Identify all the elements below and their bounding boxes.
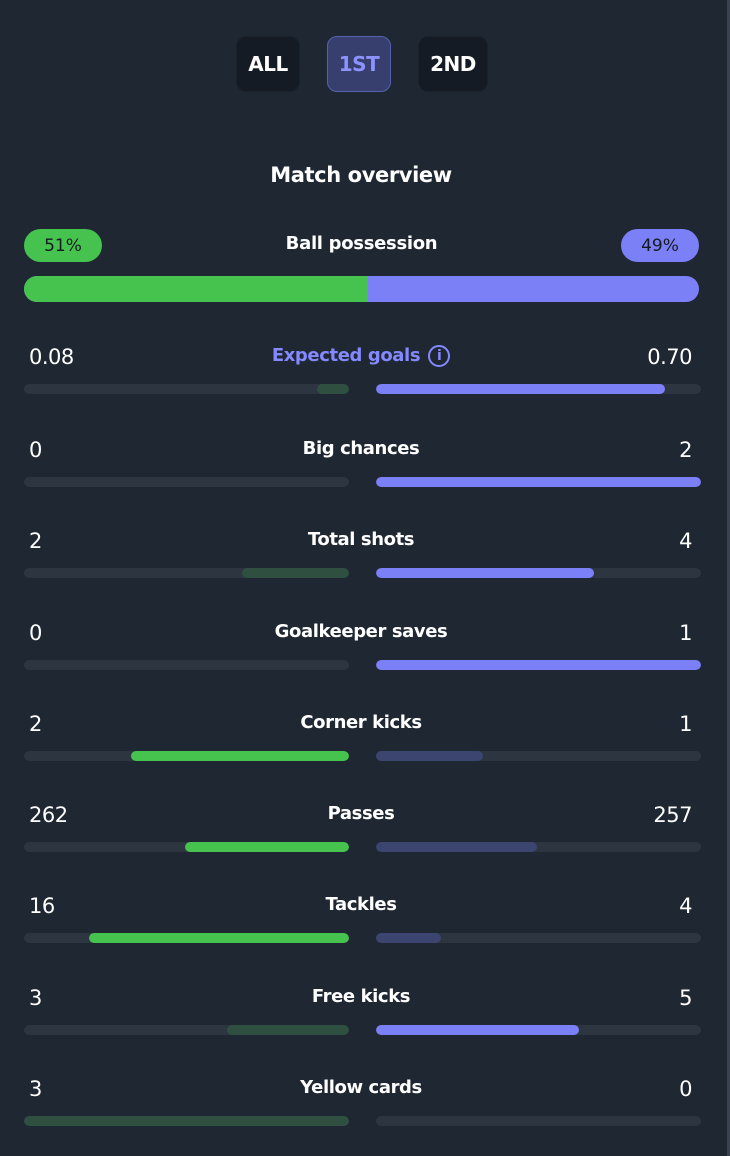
- stat-row: 262 Passes 257: [0, 803, 722, 863]
- away-value: 2: [679, 438, 692, 462]
- away-bar-track: [376, 568, 701, 578]
- stat-row: 2 Total shots 4: [0, 529, 722, 589]
- away-bar-track: [376, 751, 701, 761]
- stat-label-text: Goalkeeper saves: [274, 621, 448, 642]
- stat-row: 0 Big chances 2: [0, 438, 722, 498]
- home-bar-fill: [131, 751, 349, 761]
- stat-label-text: Corner kicks: [300, 712, 422, 733]
- stat-label[interactable]: Expected goals i: [0, 345, 722, 367]
- away-value: 1: [679, 621, 692, 645]
- home-bar-track: [24, 660, 349, 670]
- home-value: 262: [29, 803, 68, 827]
- home-bar-fill: [184, 842, 349, 852]
- away-bar-track: [376, 1025, 701, 1035]
- stat-label: Yellow cards: [0, 1077, 722, 1098]
- home-value: 2: [29, 529, 42, 553]
- home-bar-track: [24, 1116, 349, 1126]
- home-value: 2: [29, 712, 42, 736]
- stat-label: Goalkeeper saves: [0, 621, 722, 642]
- home-value: 16: [29, 894, 55, 918]
- away-bar-fill: [376, 477, 701, 487]
- home-bar-track: [24, 1025, 349, 1035]
- tab-all[interactable]: ALL: [236, 36, 300, 92]
- away-bar-track: [376, 1116, 701, 1126]
- info-icon[interactable]: i: [428, 345, 451, 367]
- panel-edge: [727, 0, 730, 1156]
- stat-label-text: Free kicks: [311, 986, 411, 1007]
- away-bar-fill: [376, 751, 484, 761]
- section-title: Match overview: [270, 163, 452, 187]
- stat-label-text: Total shots: [307, 529, 415, 550]
- stat-row: 16 Tackles 4: [0, 894, 722, 954]
- stat-row: 0.08 Expected goals i 0.70: [0, 345, 722, 405]
- home-bar-track: [24, 568, 349, 578]
- possession-bar: [24, 276, 699, 302]
- away-value: 0.70: [647, 345, 692, 369]
- away-bar-fill: [376, 384, 666, 394]
- away-bar-fill: [376, 660, 701, 670]
- away-value: 257: [653, 803, 692, 827]
- stat-label: Big chances: [0, 438, 722, 459]
- home-bar-track: [24, 384, 349, 394]
- stat-row: 3 Free kicks 5: [0, 986, 722, 1046]
- home-bar-fill: [241, 568, 349, 578]
- away-bar-fill: [376, 842, 537, 852]
- home-bar-track: [24, 842, 349, 852]
- home-value: 0: [29, 621, 42, 645]
- stat-label: Total shots: [0, 529, 722, 550]
- home-possession-fill: [24, 276, 369, 302]
- away-bar-track: [376, 933, 701, 943]
- stat-row: 3 Yellow cards 0: [0, 1077, 722, 1137]
- away-bar-track: [376, 477, 701, 487]
- stat-label: Passes: [0, 803, 722, 824]
- home-possession-badge: 51%: [24, 229, 102, 262]
- away-value: 5: [679, 986, 692, 1010]
- possession-row: 51% Ball possession 49%: [24, 229, 699, 263]
- home-value: 3: [29, 1077, 42, 1101]
- home-value: 3: [29, 986, 42, 1010]
- stat-label-text: Yellow cards: [300, 1077, 422, 1098]
- home-bar-fill: [24, 1116, 349, 1126]
- away-bar-fill: [376, 568, 594, 578]
- away-bar-fill: [376, 1025, 580, 1035]
- home-value: 0: [29, 438, 42, 462]
- home-bar-track: [24, 477, 349, 487]
- home-bar-fill: [316, 384, 349, 394]
- home-bar-track: [24, 933, 349, 943]
- away-bar-fill: [376, 933, 441, 943]
- away-value: 0: [679, 1077, 692, 1101]
- home-bar-fill: [227, 1025, 349, 1035]
- stat-row: 0 Goalkeeper saves 1: [0, 621, 722, 681]
- stat-label: Free kicks: [0, 986, 722, 1007]
- away-bar-track: [376, 842, 701, 852]
- stat-label-text: Big chances: [302, 438, 420, 459]
- home-bar-fill: [89, 933, 349, 943]
- home-bar-track: [24, 751, 349, 761]
- stat-label-text: Passes: [327, 803, 395, 824]
- possession-label: Ball possession: [285, 233, 438, 254]
- stat-label: Corner kicks: [0, 712, 722, 733]
- tab-2nd[interactable]: 2ND: [418, 36, 488, 92]
- away-bar-track: [376, 660, 701, 670]
- away-value: 1: [679, 712, 692, 736]
- stat-row: 2 Corner kicks 1: [0, 712, 722, 772]
- away-bar-track: [376, 384, 701, 394]
- tab-1st[interactable]: 1ST: [327, 36, 391, 92]
- stat-label: Tackles: [0, 894, 722, 915]
- away-value: 4: [679, 894, 692, 918]
- home-value: 0.08: [29, 345, 74, 369]
- away-possession-badge: 49%: [621, 229, 699, 262]
- stat-label-text: Tackles: [325, 894, 397, 915]
- away-value: 4: [679, 529, 692, 553]
- stat-label-text: Expected goals: [271, 345, 421, 366]
